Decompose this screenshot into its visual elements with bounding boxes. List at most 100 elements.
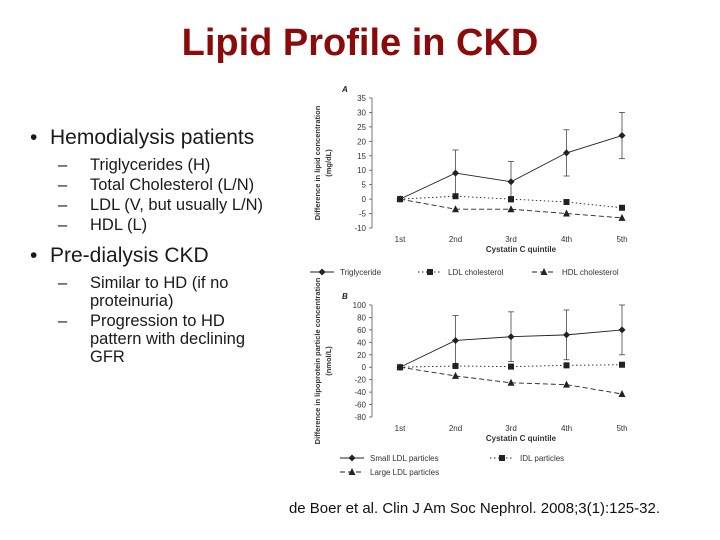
bullet-hemodialysis: • Hemodialysis patients <box>30 126 280 150</box>
x-tick-label: 3rd <box>505 235 517 244</box>
slide-title: Lipid Profile in CKD <box>181 22 539 64</box>
y-tick-label: 0 <box>362 195 367 204</box>
data-point-triangle <box>563 209 570 217</box>
y-tick-label: -40 <box>354 388 366 397</box>
data-point-triangle <box>618 213 626 221</box>
x-tick-label: 5th <box>616 424 627 433</box>
x-tick-label: 2nd <box>449 235 462 244</box>
data-point-triangle <box>540 268 548 275</box>
sub-bullet-text: Similar to HD (if no proteinuria) <box>90 274 229 310</box>
data-point-diamond <box>618 326 626 334</box>
dash-icon: – <box>58 196 68 214</box>
data-point-square <box>452 362 459 369</box>
data-point-triangle <box>507 378 515 386</box>
data-point-diamond <box>348 454 356 462</box>
sub-bullet: – Similar to HD (if no proteinuria) <box>48 274 280 310</box>
data-point-square <box>563 199 570 205</box>
data-point-diamond <box>563 331 570 339</box>
bullet-dot-icon: • <box>30 126 38 149</box>
data-point-square <box>619 361 625 368</box>
dash-icon: – <box>58 274 68 292</box>
panel-label: A <box>341 85 348 94</box>
data-point-square <box>499 455 505 461</box>
sub-bullet-text: Progression to HD pattern with declining… <box>90 312 246 366</box>
y-tick-label: 35 <box>357 94 366 103</box>
y-tick-label: -5 <box>359 210 367 219</box>
x-tick-label: 2nd <box>449 424 462 433</box>
data-point-square <box>452 193 459 200</box>
data-point-diamond <box>507 178 515 186</box>
data-point-diamond <box>318 268 326 276</box>
y-tick-label: 100 <box>353 301 367 310</box>
data-point-triangle <box>452 205 459 213</box>
bullet-text: Hemodialysis patients <box>50 126 255 149</box>
x-axis-title: Cystatin C quintile <box>486 245 557 254</box>
y-tick-label: 0 <box>362 363 367 372</box>
spacer <box>30 236 280 244</box>
y-tick-label: 10 <box>357 166 366 175</box>
y-tick-label: -80 <box>354 413 366 422</box>
legend-label: Large LDL particles <box>370 468 439 477</box>
data-point-triangle <box>396 363 404 371</box>
bullet-predialysis: • Pre-dialysis CKD <box>30 244 280 268</box>
sub-bullet-text: Triglycerides (H) <box>90 156 211 174</box>
panel-label: B <box>342 292 348 301</box>
sub-bullet-text: HDL (L) <box>90 216 148 234</box>
x-tick-label: 1st <box>395 424 406 433</box>
data-point-diamond <box>563 149 570 157</box>
dash-icon: – <box>58 216 68 234</box>
data-point-triangle <box>618 389 626 397</box>
data-point-square <box>427 269 433 275</box>
y-tick-label: 5 <box>362 181 367 190</box>
data-point-diamond <box>618 132 626 140</box>
legend-label: HDL cholesterol <box>562 268 619 277</box>
legend-label: Triglyceride <box>340 268 382 277</box>
legend-label: IDL particles <box>520 454 564 463</box>
series-line <box>399 198 623 219</box>
sub-bullet: – HDL (L) <box>48 216 280 234</box>
data-point-square <box>619 204 625 211</box>
x-tick-label: 3rd <box>505 424 517 433</box>
citation: de Boer et al. Clin J Am Soc Nephrol. 20… <box>288 500 660 517</box>
y-tick-label: 40 <box>357 338 366 347</box>
y-axis-title: Difference in lipid concentration <box>313 105 322 220</box>
x-tick-label: 5th <box>616 235 627 244</box>
data-point-triangle <box>563 380 570 388</box>
y-tick-label: -60 <box>354 401 366 410</box>
data-point-diamond <box>452 169 459 177</box>
sub-bullet: – Triglycerides (H) <box>48 156 280 174</box>
x-axis-title: Cystatin C quintile <box>486 434 557 443</box>
x-tick-label: 4th <box>561 424 572 433</box>
data-point-triangle <box>348 468 356 475</box>
data-point-square <box>563 362 570 369</box>
data-point-square <box>508 363 514 370</box>
bullet-dot-icon: • <box>30 244 38 267</box>
sub-bullet: – LDL (V, but usually L/N) <box>48 196 280 214</box>
y-axis-unit: (mg/dL) <box>324 149 333 177</box>
sub-bullet: – Progression to HD pattern with declinin… <box>48 312 280 366</box>
bullet-text: Pre-dialysis CKD <box>50 244 209 267</box>
x-tick-label: 4th <box>561 235 572 244</box>
y-tick-label: 25 <box>357 123 366 132</box>
y-tick-label: 60 <box>357 326 366 335</box>
dash-icon: – <box>58 156 68 174</box>
data-point-triangle <box>507 205 515 213</box>
figure-panels: A -10 -5 0 5 10 15 20 25 30 35 Difference in lipid … <box>310 85 628 477</box>
y-tick-label: -20 <box>354 376 366 385</box>
y-axis-unit: (nmol/L) <box>324 346 333 376</box>
sub-bullet-text: Total Cholesterol (L/N) <box>90 176 255 194</box>
bullet-list: • Hemodialysis patients – Triglycerides (H… <box>30 126 280 368</box>
data-point-diamond <box>507 333 515 341</box>
sub-bullet-text: LDL (V, but usually L/N) <box>90 196 264 214</box>
data-point-diamond <box>452 336 459 344</box>
legend-label: Small LDL particles <box>370 454 439 463</box>
y-tick-label: 20 <box>357 351 366 360</box>
y-tick-label: 30 <box>357 108 366 117</box>
series-line <box>399 364 623 368</box>
dash-icon: – <box>58 176 68 194</box>
y-axis-title: Difference in lipoprotein particle conce… <box>313 277 322 444</box>
data-point-triangle <box>452 371 459 379</box>
legend-label: LDL cholesterol <box>448 268 504 277</box>
sub-bullet: – Total Cholesterol (L/N) <box>48 176 280 194</box>
y-tick-label: 15 <box>357 152 366 161</box>
